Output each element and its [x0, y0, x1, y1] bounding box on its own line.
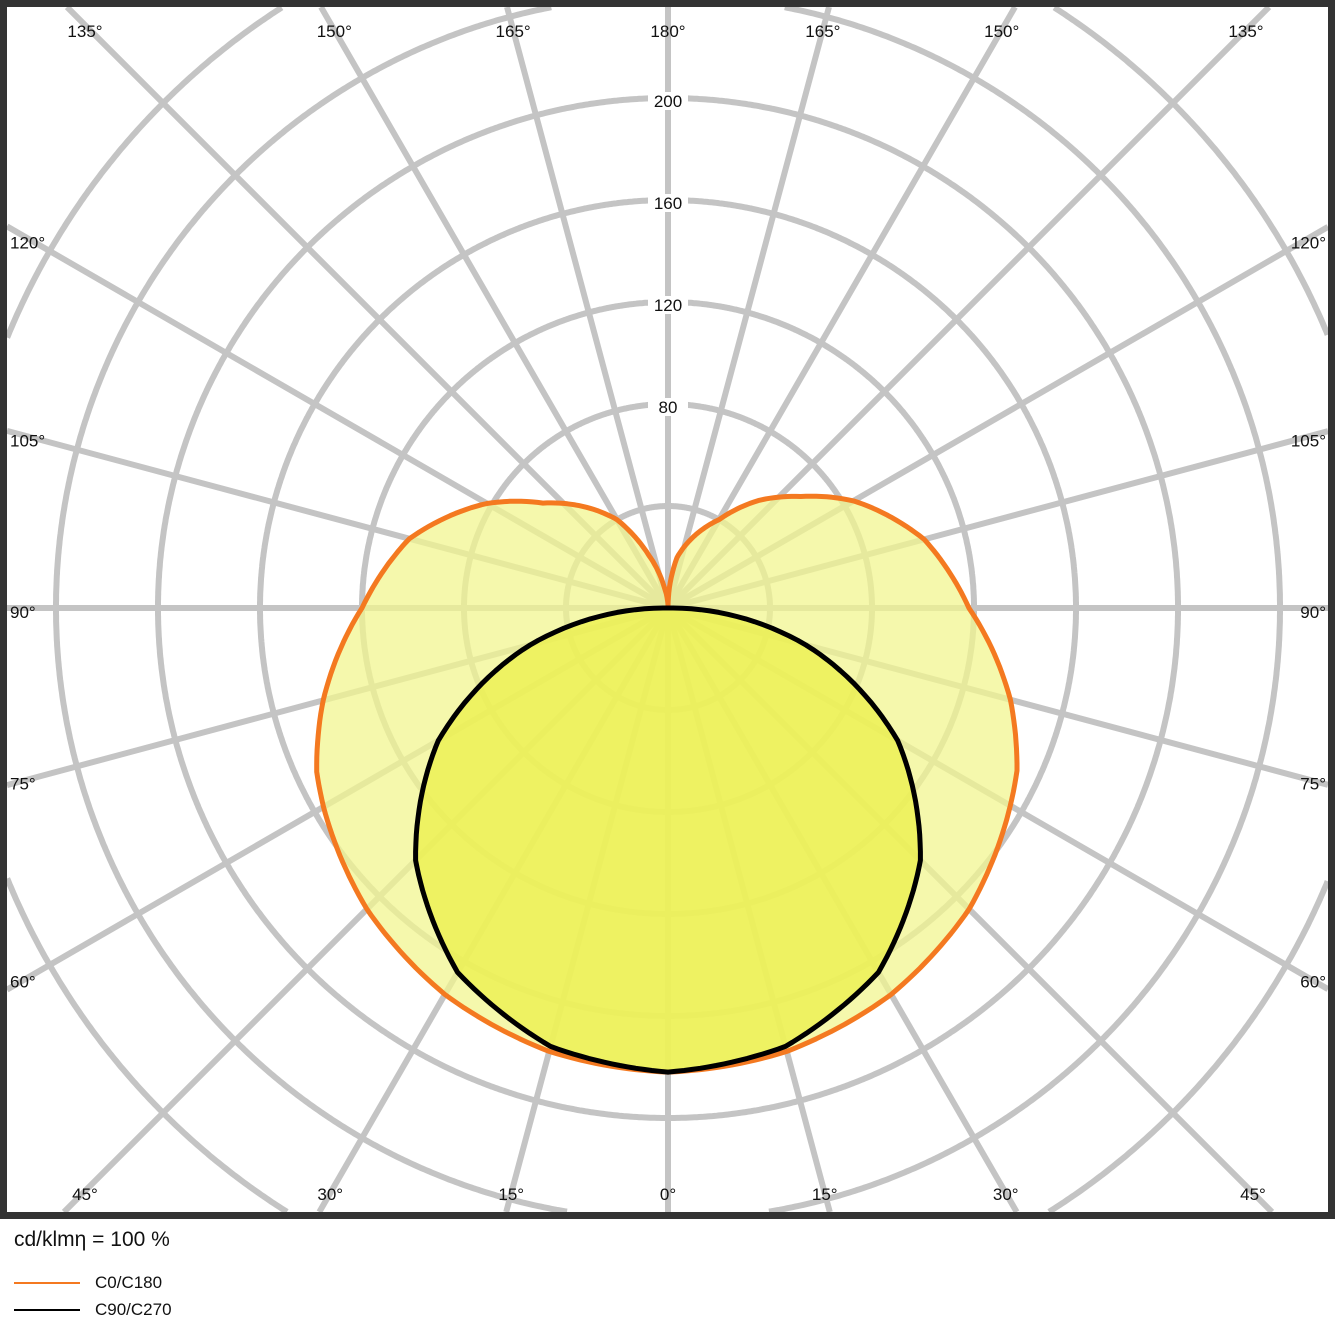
angle-label: 150° — [984, 22, 1019, 41]
angle-label: 135° — [67, 22, 102, 41]
angle-label: 120° — [10, 233, 45, 252]
grid-spoke — [665, 5, 1018, 610]
angle-label: 90° — [10, 603, 36, 622]
angle-label: 45° — [1240, 1185, 1266, 1204]
angle-label: 135° — [1228, 22, 1263, 41]
unit-label: cd/klmη = 100 % — [14, 1228, 170, 1251]
radial-label-bg — [648, 194, 688, 212]
grid-spoke — [665, 6, 832, 609]
angle-label: 0° — [660, 1185, 676, 1204]
series-line-1 — [413, 605, 923, 1075]
grid-ring — [4, 4, 1331, 1215]
angle-label: 150° — [317, 22, 352, 41]
polar-chart: 80 120 160 200 135° 150° 165° 180° 165° 150° 135° 4… — [0, 0, 1335, 1219]
labels: 80 120 160 200 135° 150° 165° 180° 165° 150° 135° 4… — [10, 22, 1326, 1204]
angle-label: 30° — [993, 1185, 1019, 1204]
angle-label: 60° — [1300, 973, 1326, 992]
legend-swatch — [14, 1282, 80, 1284]
angle-label: 75° — [1300, 774, 1326, 793]
grid-spoke — [504, 6, 671, 609]
angle-label: 15° — [498, 1185, 524, 1204]
angle-label: 165° — [496, 22, 531, 41]
radial-tick-label: 160 — [654, 194, 682, 213]
angle-label: 45° — [72, 1185, 98, 1204]
radial-tick-label: 80 — [659, 398, 678, 417]
radial-label-bg — [648, 92, 688, 110]
angle-label: 30° — [317, 1185, 343, 1204]
legend-label: C90/C270 — [95, 1300, 172, 1319]
angle-label: 120° — [1291, 233, 1326, 252]
radial-label-bg — [648, 398, 688, 416]
grid-spoke — [318, 5, 671, 610]
angle-label: 15° — [812, 1185, 838, 1204]
legend-label: C0/C180 — [95, 1273, 163, 1292]
series-fill-1 — [415, 608, 921, 1073]
angle-label: 60° — [10, 973, 36, 992]
angle-label: 180° — [650, 22, 685, 41]
grid-ring — [53, 4, 1283, 1215]
angle-label: 105° — [10, 432, 45, 451]
legend-swatch — [14, 1309, 80, 1311]
radial-tick-label: 120 — [654, 296, 682, 315]
plot-frame — [0, 0, 1335, 1219]
angle-label: 90° — [1300, 603, 1326, 622]
angle-label: 105° — [1291, 432, 1326, 451]
angle-label: 75° — [10, 774, 36, 793]
radial-label-bg — [648, 296, 688, 314]
angle-label: 165° — [805, 22, 840, 41]
radial-tick-label: 200 — [654, 92, 682, 111]
curves — [314, 493, 1020, 1075]
legend-item-c0: C0/C180 — [14, 1273, 162, 1293]
legend-item-c90: C90/C270 — [14, 1300, 172, 1320]
